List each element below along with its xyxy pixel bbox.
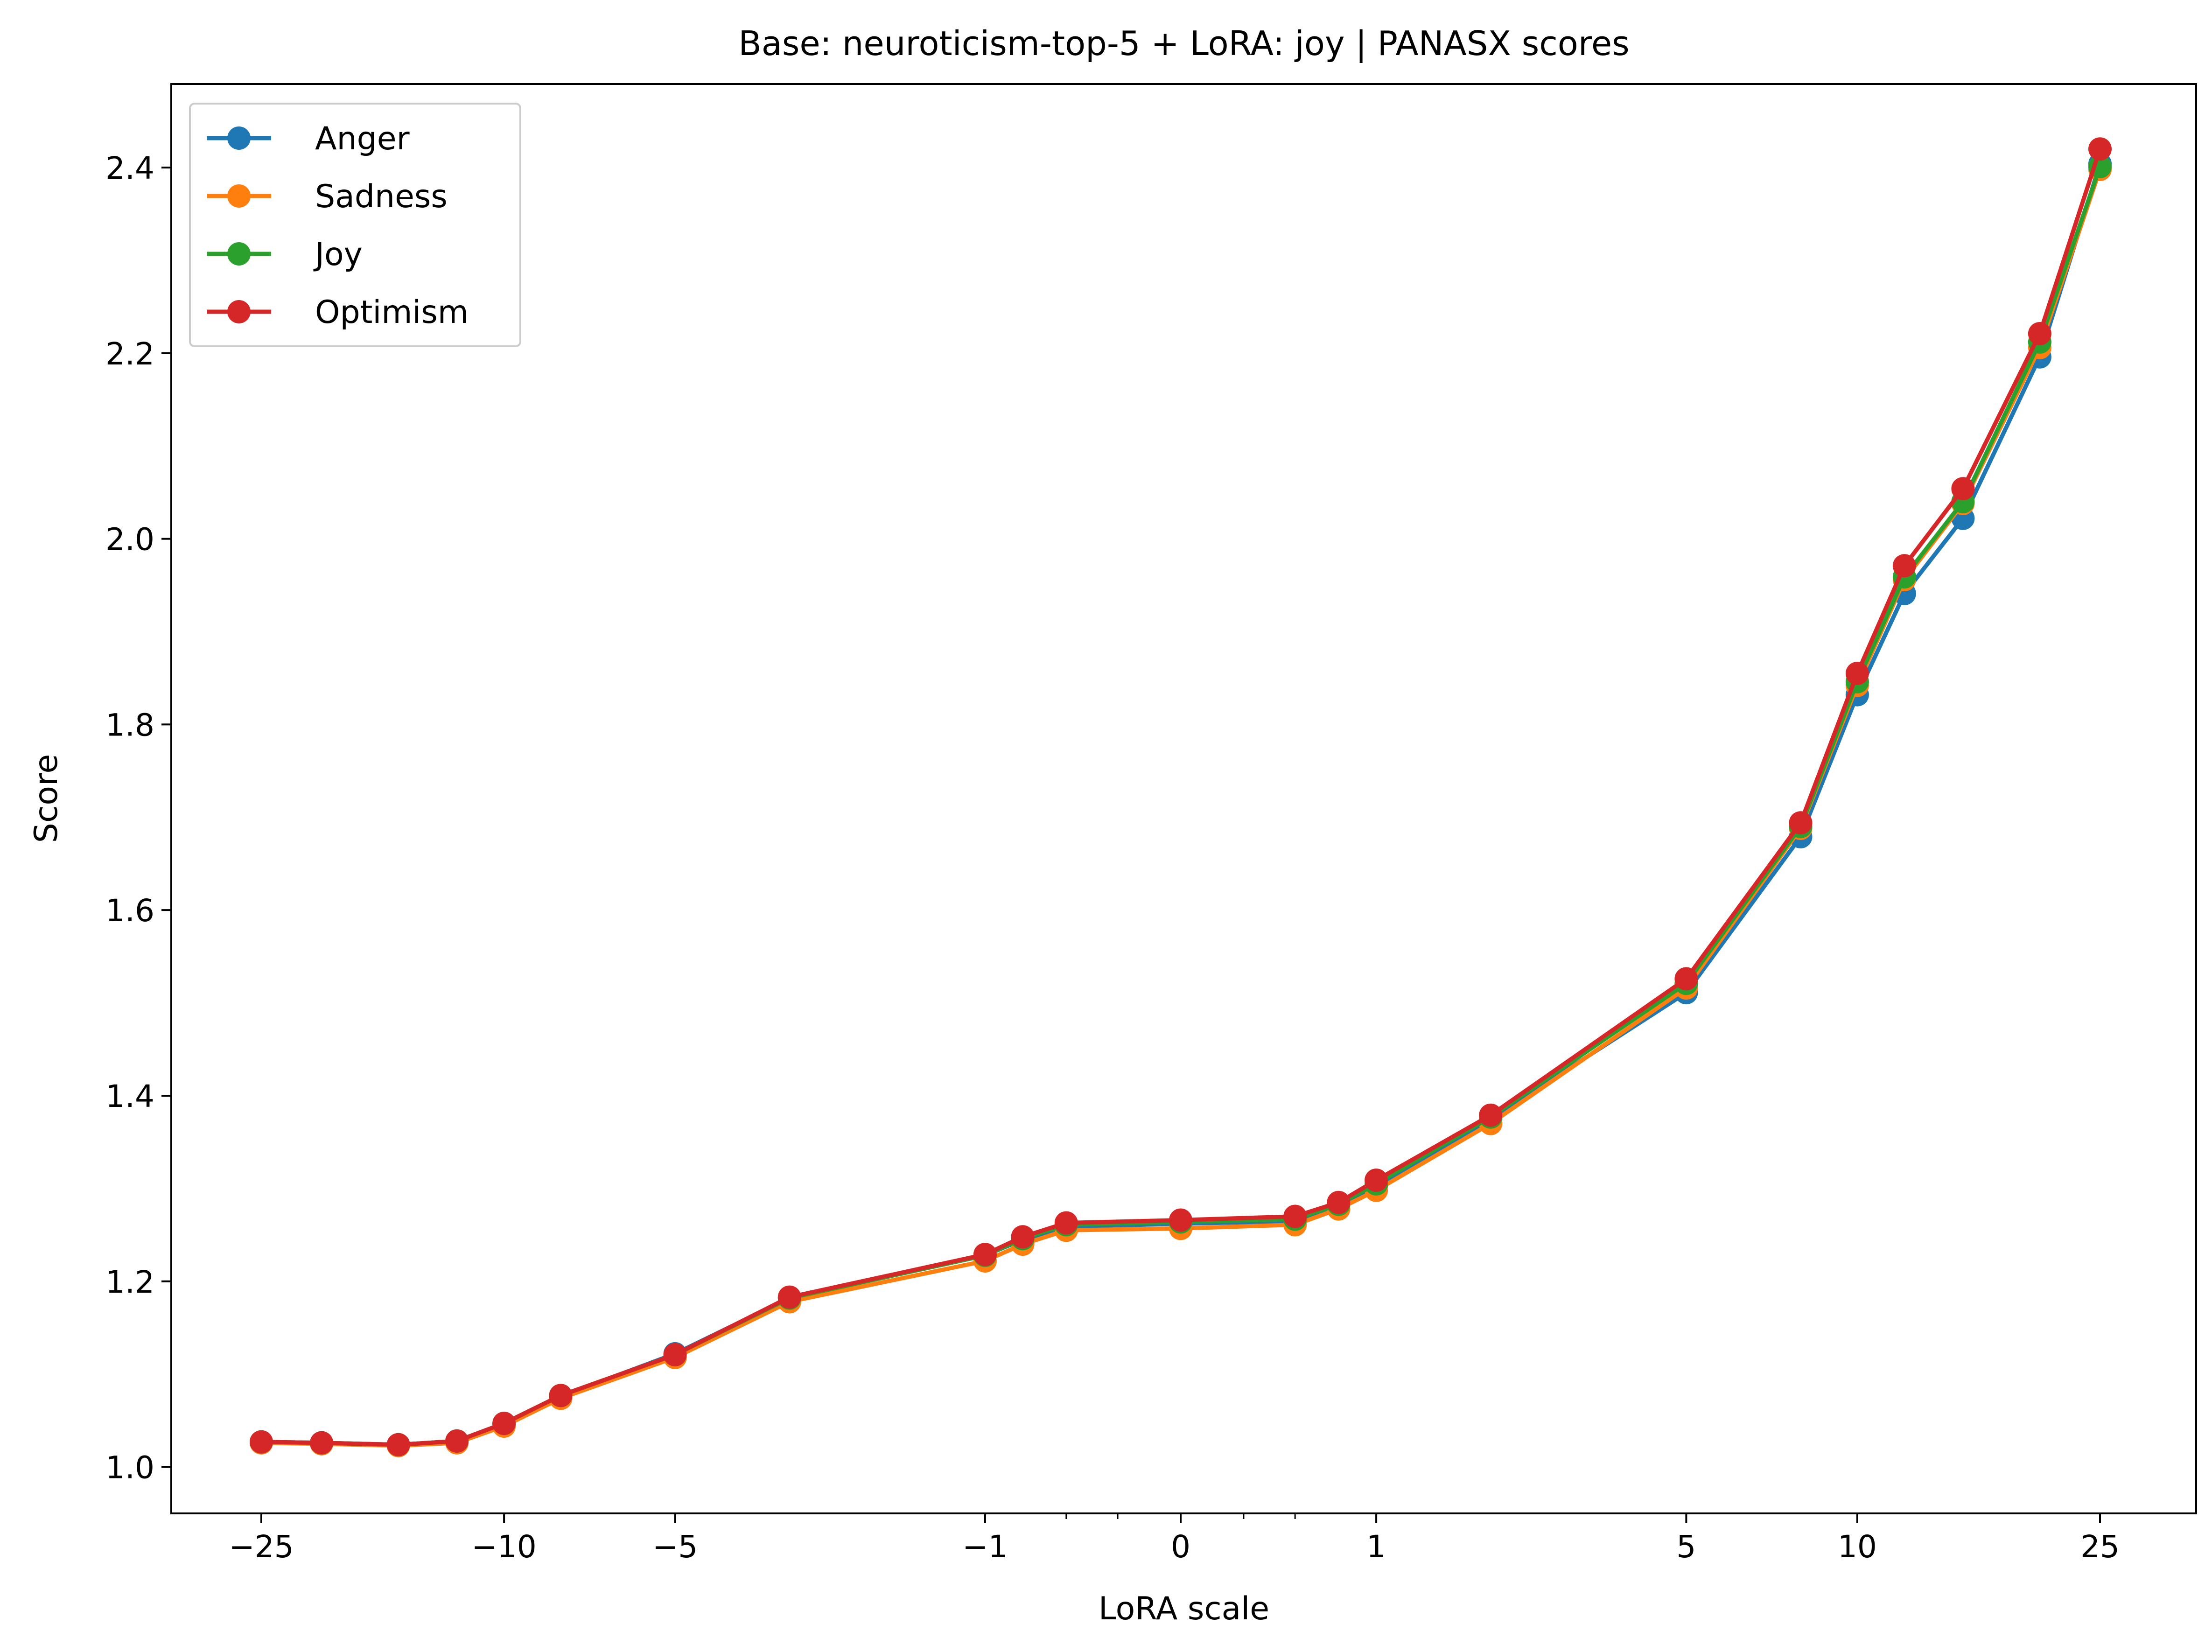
data-point-optimism (1054, 1211, 1078, 1235)
legend-label-joy: Joy (313, 236, 363, 273)
data-point-optimism (1365, 1169, 1388, 1192)
axes-frame (170, 83, 2197, 1514)
data-point-optimism (310, 1431, 334, 1455)
data-point-optimism (1951, 477, 1975, 501)
legend-label-anger: Anger (315, 120, 410, 157)
y-tick-label: 2.2 (105, 336, 154, 372)
data-point-optimism (1789, 811, 1813, 835)
data-point-optimism (1892, 554, 1916, 578)
x-tick-label: 1 (1366, 1529, 1386, 1565)
chart-title: Base: neuroticism-top-5 + LoRA: joy | PA… (738, 24, 1629, 63)
data-point-optimism (549, 1384, 573, 1407)
data-point-optimism (250, 1430, 273, 1454)
y-tick-label: 1.4 (105, 1078, 154, 1114)
data-point-optimism (663, 1343, 687, 1366)
x-tick-label: 5 (1676, 1529, 1696, 1565)
y-tick-label: 2.4 (105, 150, 154, 186)
y-tick-label: 2.0 (105, 522, 154, 558)
y-tick-label: 1.2 (105, 1264, 154, 1300)
data-point-optimism (777, 1285, 801, 1309)
legend-label-sadness: Sadness (315, 178, 448, 215)
data-point-optimism (1479, 1103, 1503, 1127)
legend-marker-anger (227, 126, 251, 150)
tick-layer: 1.01.21.41.61.82.02.22.4−25 −10 −5 −1 0 1 5 10 2… (105, 150, 2120, 1565)
legend-marker-optimism (227, 300, 251, 323)
x-tick-label: 0 (1171, 1529, 1190, 1565)
x-tick-label: −5 (652, 1529, 698, 1565)
data-point-optimism (492, 1412, 516, 1435)
data-point-optimism (1674, 967, 1698, 991)
x-tick-label: 10 (1838, 1529, 1877, 1565)
legend: Anger Sadness Joy Optimism (189, 103, 521, 347)
data-point-optimism (1845, 662, 1869, 685)
x-tick-label: −1 (962, 1529, 1008, 1565)
data-point-optimism (1283, 1204, 1307, 1228)
x-axis-label: LoRA scale (1099, 1590, 1269, 1627)
y-tick-label: 1.0 (105, 1450, 154, 1486)
data-point-optimism (386, 1433, 410, 1456)
y-axis-label: Score (28, 754, 65, 843)
y-tick-label: 1.6 (105, 893, 154, 929)
data-point-optimism (1169, 1208, 1192, 1232)
data-point-optimism (973, 1243, 997, 1267)
data-point-optimism (2028, 322, 2051, 345)
plot-area (250, 137, 2112, 1457)
x-tick-label: −25 (229, 1529, 294, 1565)
x-tick-label: 25 (2080, 1529, 2120, 1565)
y-tick-label: 1.8 (105, 707, 154, 743)
x-tick-label: −10 (471, 1529, 536, 1565)
data-point-optimism (2088, 137, 2112, 161)
legend-marker-sadness (227, 184, 251, 208)
legend-marker-joy (227, 242, 251, 266)
data-point-optimism (445, 1429, 469, 1453)
legend-label-optimism: Optimism (315, 294, 469, 331)
legend-box (189, 103, 521, 347)
data-point-optimism (1327, 1190, 1351, 1214)
data-point-optimism (1011, 1225, 1035, 1249)
